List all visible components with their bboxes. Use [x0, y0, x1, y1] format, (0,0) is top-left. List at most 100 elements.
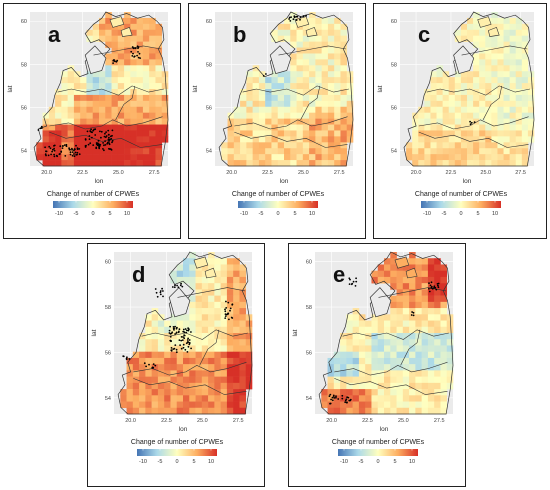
- heat-cell: [340, 130, 348, 137]
- heat-cell: [126, 407, 134, 415]
- heat-cell: [491, 89, 498, 96]
- significance-dot: [292, 18, 295, 21]
- significance-dot: [102, 142, 104, 144]
- heat-cell: [503, 65, 510, 72]
- heat-cell: [302, 35, 310, 42]
- heat-cell: [124, 77, 131, 84]
- significance-dot: [96, 142, 99, 145]
- significance-dot: [103, 144, 105, 147]
- heat-cell: [214, 295, 221, 303]
- heat-cell: [509, 65, 517, 72]
- heat-cell: [390, 370, 397, 377]
- heat-cell: [271, 136, 279, 143]
- heat-cell: [189, 295, 196, 303]
- heat-cell: [446, 370, 454, 377]
- heat-cell: [409, 357, 416, 365]
- heat-cell: [315, 160, 322, 167]
- heat-cell: [252, 124, 260, 131]
- heat-cell: [149, 118, 156, 125]
- significance-dot: [436, 283, 439, 285]
- country-border: [115, 85, 136, 120]
- significance-dot: [348, 399, 351, 402]
- heat-cell: [509, 154, 517, 161]
- heat-cell: [284, 112, 291, 119]
- heat-cell: [265, 100, 272, 108]
- heat-cell: [460, 29, 468, 36]
- heat-cell: [491, 94, 498, 102]
- coastline: [318, 251, 454, 415]
- heat-cell: [142, 77, 150, 84]
- heat-cell: [467, 112, 474, 119]
- significance-dot: [437, 284, 439, 287]
- heat-cell: [220, 326, 228, 334]
- heat-cell: [208, 395, 215, 402]
- legend-tick-label: -5: [158, 459, 163, 465]
- heat-cell: [440, 376, 448, 384]
- heat-cell: [418, 154, 425, 161]
- significance-dot: [187, 341, 189, 344]
- heat-cell: [396, 364, 404, 371]
- heat-cell: [333, 364, 341, 371]
- heat-cell: [521, 65, 529, 72]
- heat-cell: [515, 59, 523, 66]
- heat-cell: [105, 71, 112, 78]
- heat-cell: [214, 289, 221, 296]
- heat-cell: [86, 35, 94, 42]
- heat-cell: [92, 89, 100, 96]
- heat-cell: [61, 83, 68, 90]
- heat-cell: [434, 276, 441, 284]
- island: [488, 27, 500, 37]
- heat-cell: [208, 357, 215, 365]
- heat-cell: [309, 154, 316, 161]
- significance-dot: [331, 399, 334, 402]
- heat-cell: [491, 53, 498, 60]
- heat-cell: [233, 382, 240, 390]
- island: [477, 16, 492, 28]
- heat-cell: [139, 395, 146, 402]
- heat-cell: [183, 389, 190, 396]
- gulf-of-riga: [269, 45, 292, 75]
- heat-cell: [130, 59, 137, 66]
- heat-cell: [252, 136, 260, 143]
- heat-cell: [157, 345, 165, 352]
- significance-dot: [349, 278, 351, 281]
- heat-cell: [402, 301, 410, 309]
- heat-cell: [290, 130, 297, 137]
- heat-cell: [521, 100, 529, 108]
- significance-dot: [341, 394, 344, 397]
- significance-dot: [348, 283, 351, 285]
- heat-cell: [491, 47, 498, 54]
- significance-dot: [433, 286, 435, 289]
- legend-tick-label: -10: [55, 211, 63, 217]
- heat-cell: [99, 130, 106, 137]
- heat-cell: [309, 100, 316, 108]
- significance-dot: [433, 285, 436, 288]
- heat-cell: [321, 154, 329, 161]
- heat-cell: [73, 136, 81, 143]
- heat-cell: [460, 71, 468, 78]
- heat-cell: [424, 100, 431, 108]
- heat-cell: [434, 326, 441, 334]
- heat-cell: [491, 17, 498, 25]
- x-tick-label: 22.5: [77, 170, 88, 176]
- heat-cell: [214, 301, 221, 309]
- heat-cell: [48, 112, 56, 119]
- heat-cell: [73, 100, 81, 108]
- heat-cell: [157, 320, 165, 328]
- heat-cell: [454, 118, 462, 125]
- heat-cell: [145, 382, 152, 390]
- heat-cell: [430, 160, 437, 167]
- significance-dot: [184, 348, 187, 351]
- heat-cell: [346, 112, 354, 119]
- heat-cell: [132, 407, 140, 415]
- heat-cell: [527, 83, 535, 90]
- heat-cell: [136, 148, 144, 155]
- heat-cell: [170, 395, 178, 402]
- y-tick-label: 60: [21, 19, 27, 25]
- heat-cell: [99, 160, 106, 167]
- heat-cell: [67, 154, 75, 161]
- heat-cell: [491, 41, 498, 48]
- y-tick-label: 56: [391, 105, 397, 111]
